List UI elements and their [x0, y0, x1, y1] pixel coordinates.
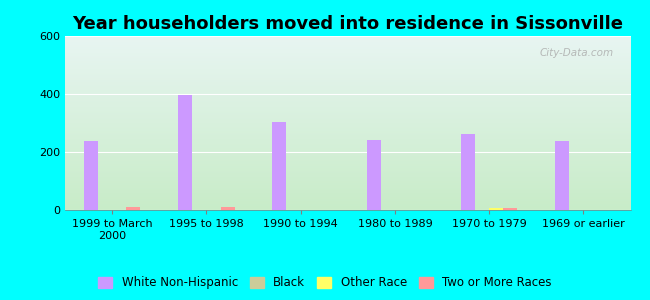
- Title: Year householders moved into residence in Sissonville: Year householders moved into residence i…: [72, 15, 623, 33]
- Bar: [489, 208, 503, 210]
- Bar: [555, 141, 569, 210]
- Legend: White Non-Hispanic, Black, Other Race, Two or More Races: White Non-Hispanic, Black, Other Race, T…: [94, 272, 556, 294]
- Bar: [461, 134, 475, 210]
- Bar: [84, 141, 98, 210]
- Bar: [220, 207, 235, 210]
- Bar: [503, 208, 517, 210]
- Text: City-Data.com: City-Data.com: [540, 48, 614, 58]
- Bar: [272, 122, 287, 210]
- Bar: [126, 207, 140, 210]
- Bar: [367, 140, 381, 210]
- Bar: [178, 95, 192, 210]
